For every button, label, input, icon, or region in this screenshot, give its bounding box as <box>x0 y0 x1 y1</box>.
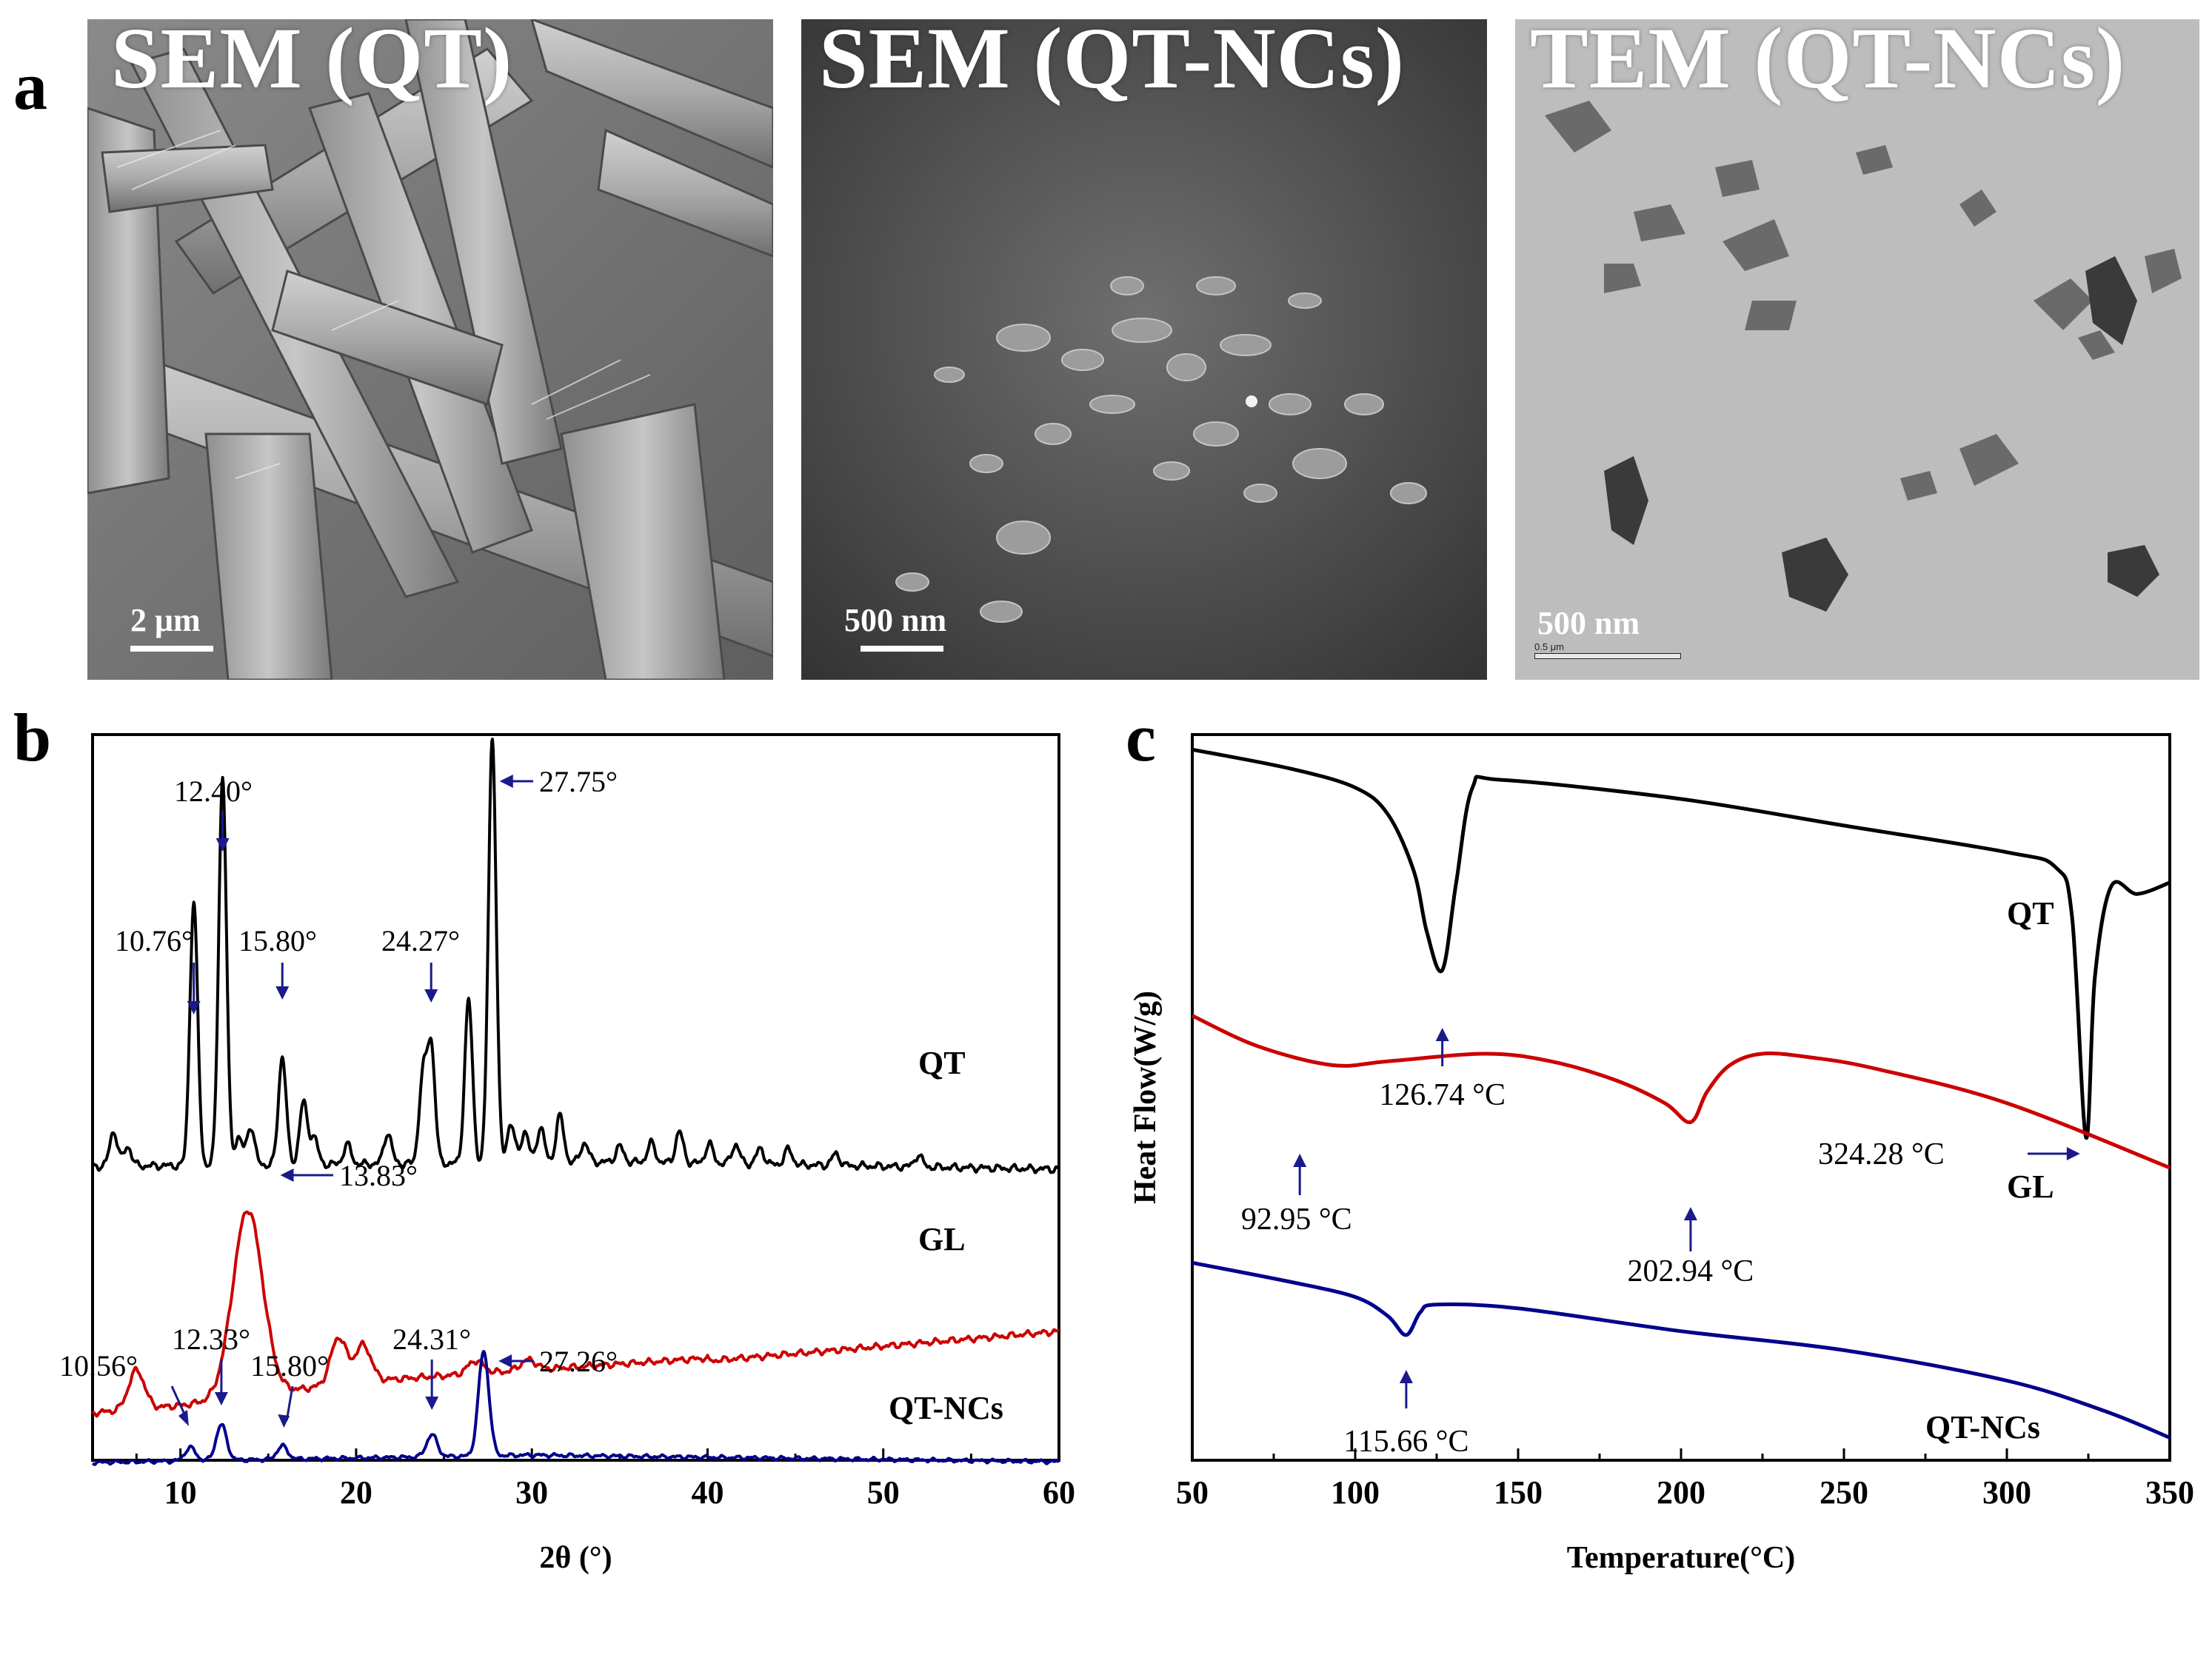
annotation-qt-4: 24.27° <box>381 924 460 957</box>
micro-scale-label-tem: 0.5 μm <box>1534 641 1565 652</box>
annotation-qtncs-1: 10.56° <box>59 1349 138 1382</box>
x-tick-label: 50 <box>867 1474 900 1511</box>
x-tick-label: 50 <box>1176 1474 1209 1511</box>
annotation-gl-1: 92.95 °C <box>1241 1203 1352 1237</box>
arrow-qtncs-2-head <box>214 1392 228 1405</box>
annotation-qt-5: 27.75° <box>539 765 618 798</box>
scale-bar-tem <box>1534 653 1681 659</box>
arrow-qtncs-4-head <box>425 1397 439 1410</box>
series-line-qt <box>91 738 1060 1174</box>
arrow-qtncs-1-head <box>178 1410 189 1426</box>
x-axis-label: 2θ (°) <box>539 1541 612 1575</box>
plot-frame <box>91 733 1060 1462</box>
x-tick-label: 250 <box>1820 1474 1868 1511</box>
annotation-qtncs-5: 27.26° <box>539 1345 618 1378</box>
annotation-qtncs-1: 115.66 °C <box>1343 1425 1468 1459</box>
x-tick-label: 40 <box>691 1474 724 1511</box>
series-line-qtncs <box>1192 1260 2171 1440</box>
series-label-qtncs: QT-NCs <box>889 1390 1003 1426</box>
x-axis-label: Temperature(°C) <box>1567 1541 1795 1575</box>
arrow-qt-1-head <box>187 1001 201 1014</box>
xrd-annotations: 10.76° 12.40° 15.80° 24.27° 27.75° 13.83° 10.5… <box>59 765 618 1428</box>
annotation-qt-3: 15.80° <box>238 924 317 957</box>
x-tick-label: 30 <box>515 1474 548 1511</box>
x-tick-label: 150 <box>1494 1474 1543 1511</box>
x-tick-label: 350 <box>2145 1474 2194 1511</box>
panel-a-letter: a <box>13 48 47 124</box>
arrow-qt-5-head <box>499 775 513 788</box>
scale-bar-sem-qtncs <box>861 646 943 652</box>
xrd-chart: 10 20 30 40 50 60 2θ (°) QT GL QT-NCs 10.76° 12.40°… <box>59 733 1075 1575</box>
arrow-qtncs-5-head <box>498 1354 512 1368</box>
annotation-qt-1: 10.76° <box>115 924 193 957</box>
arrow-qt-2-head <box>215 838 230 852</box>
dsc-chart: 50 100 150 200 250 300 350 Temperature(°C) Heat … <box>1129 733 2194 1575</box>
annotation-gl-1: 13.83° <box>339 1159 418 1192</box>
panel-b-letter: b <box>13 700 52 775</box>
annotation-qtncs-4: 24.31° <box>392 1323 471 1356</box>
title-tem-qtncs: TEM (QT-NCs) <box>1530 10 2126 107</box>
scale-label-sem-qt: 2 μm <box>130 602 201 638</box>
arrow-qt-4-head <box>424 989 438 1003</box>
x-tick-label: 10 <box>164 1474 197 1511</box>
arrow-qt-2-head <box>2066 1147 2080 1160</box>
sem-qt-image: 2 μm <box>87 19 773 680</box>
arrow-gl-1-head <box>280 1168 294 1182</box>
arrow-qtncs-3-head <box>278 1414 290 1428</box>
series-line-qt <box>1192 747 2171 1140</box>
annotation-qtncs-2: 12.33° <box>172 1323 250 1356</box>
x-tick-label: 300 <box>1982 1474 2031 1511</box>
arrow-gl-2-head <box>1683 1207 1697 1220</box>
series-label-qtncs: QT-NCs <box>1925 1409 2040 1445</box>
tem-qtncs-micrograph <box>1515 19 2199 680</box>
annotation-qt-2: 324.28 °C <box>1818 1137 1945 1171</box>
x-tick-label: 200 <box>1657 1474 1705 1511</box>
sem-qtncs-micrograph <box>801 19 1487 680</box>
arrow-qtncs-1-head <box>1399 1370 1413 1383</box>
scale-bar-sem-qt <box>130 646 213 652</box>
arrow-qt-3-head <box>275 986 290 1000</box>
annotation-qt-1: 126.74 °C <box>1379 1078 1506 1112</box>
x-tick-label: 100 <box>1331 1474 1380 1511</box>
series-label-qt: QT <box>2007 895 2054 932</box>
panel-c-letter: c <box>1126 700 1156 775</box>
annotation-qt-2: 12.40° <box>174 775 253 808</box>
tem-qtncs-image: 500 nm 0.5 μm <box>1515 19 2199 680</box>
x-tick-label: 60 <box>1043 1474 1075 1511</box>
title-sem-qt: SEM (QT) <box>111 10 513 107</box>
title-sem-qtncs: SEM (QT-NCs) <box>819 10 1406 107</box>
y-axis-label: Heat Flow(W/g) <box>1129 991 1163 1204</box>
scale-label-tem: 500 nm <box>1537 605 1640 641</box>
sem-qt-micrograph <box>87 19 773 680</box>
annotation-qtncs-3: 15.80° <box>250 1349 329 1382</box>
annotation-gl-2: 202.94 °C <box>1628 1254 1754 1288</box>
series-line-gl <box>91 1210 1060 1418</box>
sem-qtncs-image: 500 nm <box>801 19 1487 680</box>
arrow-gl-1-head <box>1293 1154 1307 1167</box>
arrow-qt-1-head <box>1435 1028 1449 1041</box>
series-label-qt: QT <box>918 1045 966 1081</box>
series-line-qtncs <box>91 1350 1060 1466</box>
series-label-gl: GL <box>918 1221 966 1257</box>
scale-label-sem-qtncs: 500 nm <box>844 602 947 638</box>
x-tick-label: 20 <box>340 1474 372 1511</box>
dsc-annotations: 126.74 °C 324.28 °C 92.95 °C 202.94 °C 115.6… <box>1241 1028 2080 1459</box>
arrow-qtncs-3-shaft <box>285 1385 294 1421</box>
plot-frame <box>1191 733 2171 1462</box>
series-label-gl: GL <box>2007 1168 2054 1205</box>
series-line-gl <box>1191 1014 2171 1170</box>
